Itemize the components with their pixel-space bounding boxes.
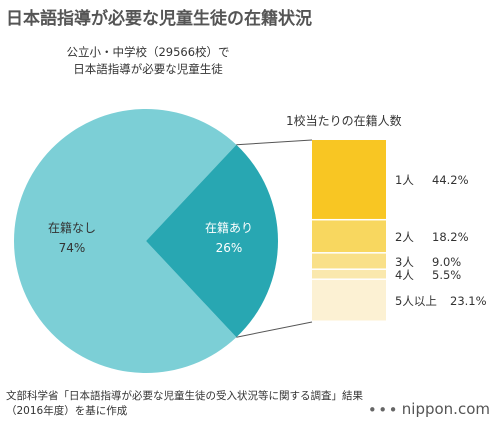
pie-slice-with bbox=[146, 144, 278, 338]
logo-text: nippon.com bbox=[401, 400, 490, 418]
bar-category-label: 2人 bbox=[395, 230, 414, 244]
pie-caption-line-1: 公立小・中学校（29566校）で bbox=[66, 45, 230, 59]
pie-label-without: 在籍なし bbox=[48, 220, 96, 235]
pie-caption-line-2: 日本語指導が必要な児童生徒 bbox=[73, 62, 223, 76]
bar-value-label: 5.5% bbox=[432, 268, 461, 282]
bar-segment bbox=[312, 269, 386, 279]
pie-value-with: 26% bbox=[216, 241, 243, 255]
bar-category-label: 1人 bbox=[395, 173, 414, 187]
logo-dots-icon: ∙∙∙ bbox=[367, 400, 399, 418]
bar-value-label: 23.1% bbox=[450, 294, 487, 308]
bar-segment bbox=[312, 220, 386, 253]
bar-category-label: 3人 bbox=[395, 255, 414, 269]
connector-line-bottom bbox=[236, 321, 313, 338]
nippon-com-logo: ∙∙∙ nippon.com bbox=[368, 400, 490, 418]
pie-slice-without bbox=[13, 108, 237, 373]
bar-segment bbox=[312, 253, 386, 269]
pie-caption: 公立小・中学校（29566校）で 日本語指導が必要な児童生徒 bbox=[32, 44, 264, 78]
bar-segment bbox=[312, 279, 386, 321]
bar-value-label: 18.2% bbox=[432, 230, 469, 244]
chart-title: 日本語指導が必要な児童生徒の在籍状況 bbox=[6, 9, 312, 29]
pie-label-with: 在籍あり bbox=[205, 220, 253, 235]
bar-chart-caption: 1校当たりの在籍人数 bbox=[286, 114, 402, 128]
connector-line-top bbox=[236, 139, 313, 146]
bar-category-label: 4人 bbox=[395, 268, 414, 282]
bar-value-label: 9.0% bbox=[432, 255, 461, 269]
bar-value-label: 44.2% bbox=[432, 173, 469, 187]
bar-segment bbox=[312, 140, 386, 219]
source-note: 文部科学省「日本語指導が必要な児童生徒の受入状況等に関する調査」結果（2016年… bbox=[6, 390, 363, 417]
bar-category-label: 5人以上 bbox=[395, 294, 437, 308]
pie-value-without: 74% bbox=[59, 241, 86, 255]
